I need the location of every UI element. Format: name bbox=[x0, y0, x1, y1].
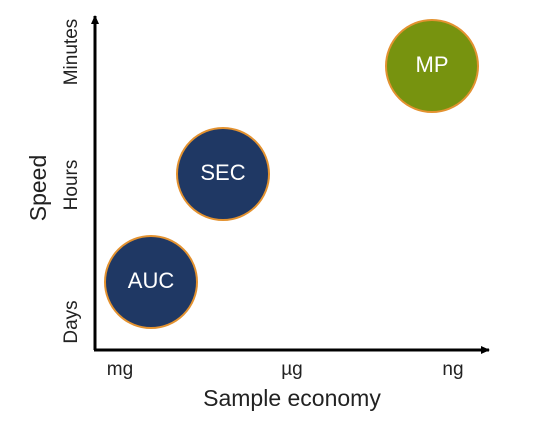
node-circle bbox=[104, 235, 198, 329]
node-circle bbox=[176, 127, 270, 221]
y-tick-label: Minutes bbox=[61, 19, 82, 86]
node-label: SEC bbox=[200, 160, 245, 185]
node-label: MP bbox=[416, 52, 449, 77]
y-tick-label: Hours bbox=[61, 160, 82, 211]
x-tick-label: ng bbox=[442, 359, 463, 380]
y-tick-label: Days bbox=[61, 300, 82, 343]
x-tick-label: µg bbox=[281, 359, 303, 380]
x-axis-title: Sample economy bbox=[203, 385, 381, 411]
x-tick-label: mg bbox=[107, 359, 133, 380]
y-axis-title: Speed bbox=[25, 155, 51, 222]
node-label: AUC bbox=[128, 268, 175, 293]
node-circle bbox=[385, 19, 479, 113]
